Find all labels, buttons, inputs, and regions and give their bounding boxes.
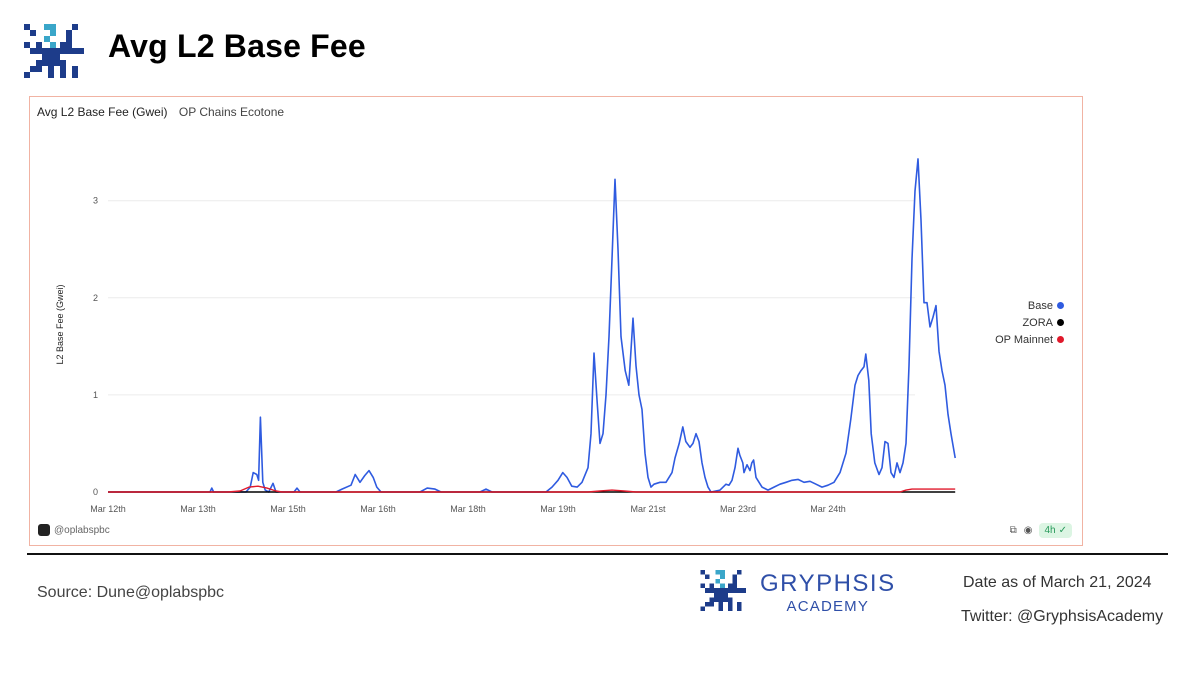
chart-card: 0 1 2 3 Mar 12th Mar 13th Mar 15th Mar 16th Mar … [29, 96, 1083, 546]
gryphsis-logo-icon [24, 24, 84, 78]
chart-watermark: @oplabspbc [38, 524, 110, 536]
interval-label: 4h [1044, 525, 1056, 536]
legend-item[interactable]: OP Mainnet [995, 331, 1064, 348]
legend-label: Base [1027, 299, 1053, 312]
y-tick-label: 1 [93, 390, 98, 400]
y-tick-label: 2 [93, 293, 98, 303]
date-text: Date as of March 21, 2024 [963, 574, 1152, 591]
chart-title: Avg L2 Base Fee (Gwei) [37, 105, 168, 119]
x-tick-label: Mar 21st [630, 504, 666, 514]
link-icon[interactable]: ⧉ [1009, 525, 1017, 536]
x-tick-label: Mar 15th [270, 504, 306, 514]
twitter-handle: Twitter: @GryphsisAcademy [961, 608, 1164, 625]
x-tick-label: Mar 12th [90, 504, 126, 514]
legend-item[interactable]: Base [995, 297, 1064, 314]
legend-swatch [1057, 302, 1064, 309]
x-tick-label: Mar 13th [180, 504, 216, 514]
chart-toolbar: ⧉ ◉ 4h ✓ [1010, 523, 1072, 538]
legend-item[interactable]: ZORA [995, 314, 1064, 331]
legend-label: OP Mainnet [995, 333, 1053, 346]
camera-icon[interactable]: ◉ [1023, 525, 1033, 536]
source-text: Source: Dune@oplabspbc [37, 584, 225, 601]
chart-subtitle: OP Chains Ecotone [178, 105, 285, 119]
legend-swatch [1057, 319, 1064, 326]
brand-name: GRYPHSIS [760, 570, 896, 597]
chart-legend: Base ZORA OP Mainnet [995, 297, 1064, 348]
gryphsis-logo-icon [700, 570, 746, 612]
brand-sub: ACADEMY [786, 597, 870, 615]
x-tick-label: Mar 23rd [720, 504, 756, 514]
watermark-text: @oplabspbc [54, 524, 110, 536]
brand-lockup: GRYPHSIS ACADEMY [700, 570, 896, 615]
footer-divider [27, 553, 1168, 555]
x-tick-label: Mar 24th [810, 504, 846, 514]
dune-logo-icon [38, 524, 50, 536]
line-chart: 0 1 2 3 Mar 12th Mar 13th Mar 15th Mar 16th Mar … [55, 158, 956, 514]
page-title: Avg L2 Base Fee [108, 28, 366, 64]
series-line-op-mainnet [108, 485, 956, 493]
x-tick-label: Mar 16th [360, 504, 396, 514]
y-tick-label: 0 [93, 487, 98, 497]
y-tick-label: 3 [93, 196, 98, 206]
chart-header: Avg L2 Base Fee (Gwei) OP Chains Ecotone [37, 105, 284, 119]
check-icon: ✓ [1058, 525, 1067, 536]
legend-label: ZORA [1022, 316, 1053, 329]
x-tick-label: Mar 18th [450, 504, 486, 514]
refresh-interval-badge[interactable]: 4h ✓ [1039, 523, 1072, 538]
x-tick-label: Mar 19th [540, 504, 576, 514]
series-line-base [108, 158, 956, 493]
legend-swatch [1057, 336, 1064, 343]
y-axis-label: L2 Base Fee (Gwei) [55, 284, 65, 364]
